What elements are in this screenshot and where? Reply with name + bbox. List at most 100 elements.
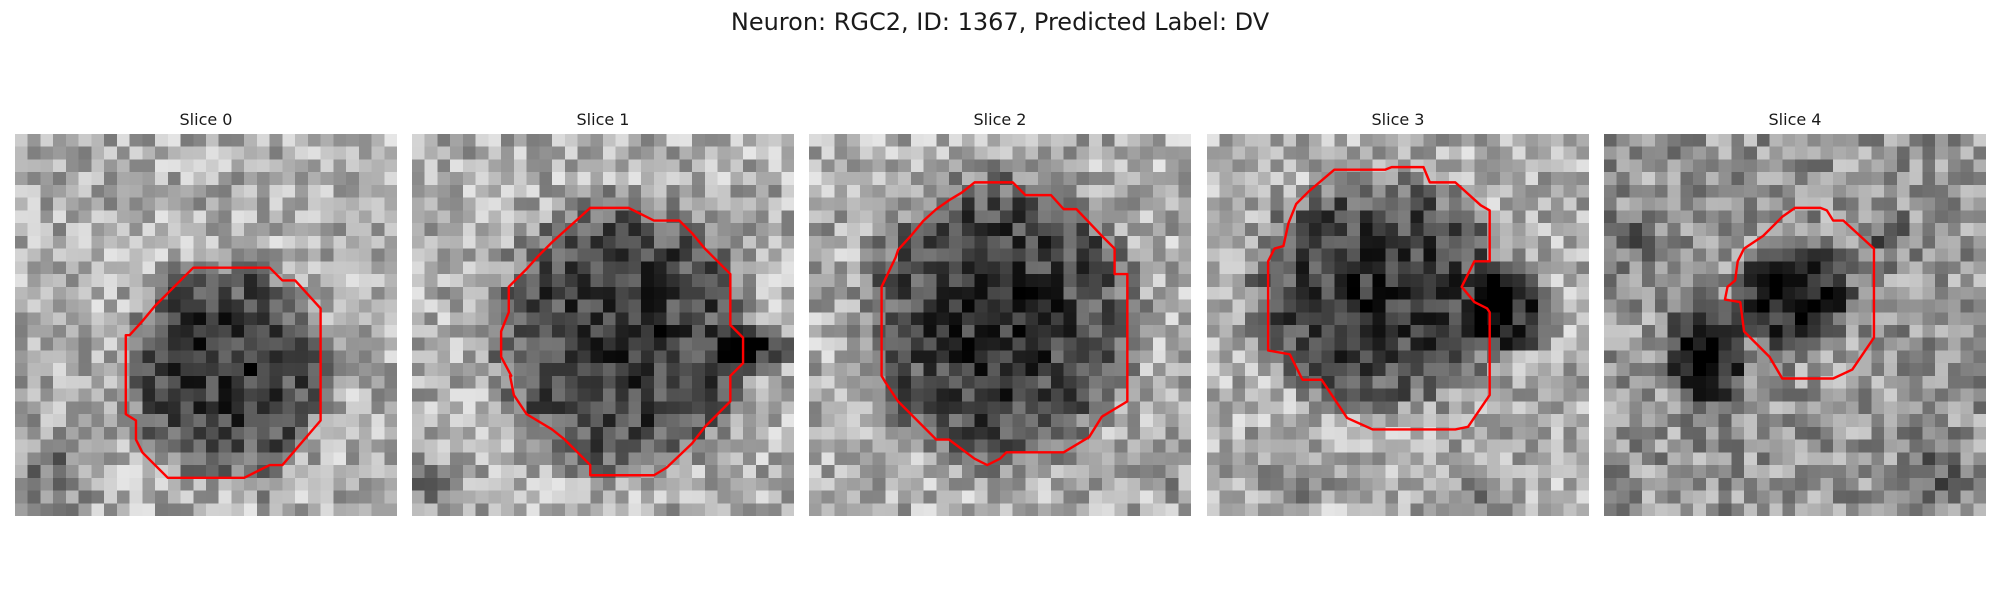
image-pixel xyxy=(437,337,451,351)
image-pixel xyxy=(231,286,245,300)
image-pixel xyxy=(1334,184,1348,198)
image-pixel xyxy=(809,172,822,186)
image-pixel xyxy=(1347,503,1361,516)
image-pixel xyxy=(358,286,372,300)
image-pixel xyxy=(1487,452,1501,466)
image-pixel xyxy=(1245,197,1259,211)
image-pixel xyxy=(116,477,130,491)
image-pixel xyxy=(898,477,912,491)
image-pixel xyxy=(501,503,515,516)
image-pixel xyxy=(755,134,769,147)
image-pixel xyxy=(167,286,181,300)
image-pixel xyxy=(704,325,718,338)
image-pixel xyxy=(244,210,258,224)
image-pixel xyxy=(730,286,744,300)
image-pixel xyxy=(1960,465,1974,479)
image-pixel xyxy=(358,223,372,237)
image-pixel xyxy=(1321,172,1335,186)
image-pixel xyxy=(1909,426,1923,440)
image-pixel xyxy=(1667,210,1681,224)
image-pixel xyxy=(1756,477,1770,491)
image-pixel xyxy=(1563,172,1577,186)
image-pixel xyxy=(1038,350,1052,364)
image-pixel xyxy=(346,210,360,224)
image-pixel xyxy=(1461,337,1475,351)
image-pixel xyxy=(1576,172,1589,186)
image-pixel xyxy=(692,414,706,428)
image-pixel xyxy=(256,465,270,479)
image-pixel xyxy=(768,134,782,147)
image-pixel xyxy=(923,146,937,160)
image-pixel xyxy=(1410,210,1424,224)
image-pixel xyxy=(564,134,578,147)
image-pixel xyxy=(1935,375,1949,389)
image-pixel xyxy=(167,159,181,173)
image-pixel xyxy=(641,146,655,160)
image-pixel xyxy=(1845,439,1859,453)
image-pixel xyxy=(104,465,118,479)
image-pixel xyxy=(1359,248,1373,262)
image-pixel xyxy=(1359,426,1373,440)
image-pixel xyxy=(898,350,912,364)
image-pixel xyxy=(1499,286,1513,300)
image-pixel xyxy=(1782,286,1796,300)
image-pixel xyxy=(1935,159,1949,173)
image-pixel xyxy=(1667,363,1681,377)
image-pixel xyxy=(755,414,769,428)
image-pixel xyxy=(1499,350,1513,364)
image-pixel xyxy=(116,235,130,249)
image-pixel xyxy=(282,426,296,440)
image-pixel xyxy=(717,210,731,224)
image-pixel xyxy=(692,299,706,313)
image-pixel xyxy=(1398,172,1411,186)
image-pixel xyxy=(231,172,245,186)
image-pixel xyxy=(1718,197,1732,211)
image-pixel xyxy=(1756,197,1770,211)
image-pixel xyxy=(269,363,283,377)
image-pixel xyxy=(1219,325,1233,338)
image-pixel xyxy=(1076,261,1090,275)
image-pixel xyxy=(1604,375,1617,389)
image-pixel xyxy=(1654,503,1668,516)
image-pixel xyxy=(1858,274,1872,288)
image-pixel xyxy=(462,146,476,160)
image-pixel xyxy=(450,414,464,428)
image-pixel xyxy=(412,375,425,389)
image-pixel xyxy=(78,465,92,479)
image-pixel xyxy=(1896,375,1910,389)
image-pixel xyxy=(961,503,975,516)
image-pixel xyxy=(1871,184,1885,198)
image-pixel xyxy=(755,172,769,186)
image-pixel xyxy=(1896,235,1910,249)
image-pixel xyxy=(1563,274,1577,288)
image-pixel xyxy=(1347,350,1361,364)
image-pixel xyxy=(1089,312,1103,326)
image-pixel xyxy=(1140,134,1154,147)
image-pixel xyxy=(384,503,397,516)
image-pixel xyxy=(1629,325,1643,338)
image-pixel xyxy=(859,439,873,453)
image-pixel xyxy=(1680,286,1694,300)
image-pixel xyxy=(704,426,718,440)
image-pixel xyxy=(717,159,731,173)
image-pixel xyxy=(1474,248,1488,262)
image-pixel xyxy=(53,261,67,275)
image-pixel xyxy=(615,414,629,428)
image-pixel xyxy=(501,223,515,237)
image-pixel xyxy=(1207,439,1220,453)
image-pixel xyxy=(526,286,540,300)
image-pixel xyxy=(768,414,782,428)
image-pixel xyxy=(1525,223,1539,237)
image-pixel xyxy=(116,452,130,466)
image-pixel xyxy=(590,274,604,288)
image-pixel xyxy=(307,235,321,249)
image-pixel xyxy=(1680,452,1694,466)
image-pixel xyxy=(1795,388,1808,402)
image-pixel xyxy=(155,299,169,313)
image-pixel xyxy=(1474,439,1488,453)
image-pixel xyxy=(1165,439,1179,453)
image-pixel xyxy=(1474,159,1488,173)
image-pixel xyxy=(717,248,731,262)
image-pixel xyxy=(1461,363,1475,377)
image-pixel xyxy=(1616,184,1630,198)
